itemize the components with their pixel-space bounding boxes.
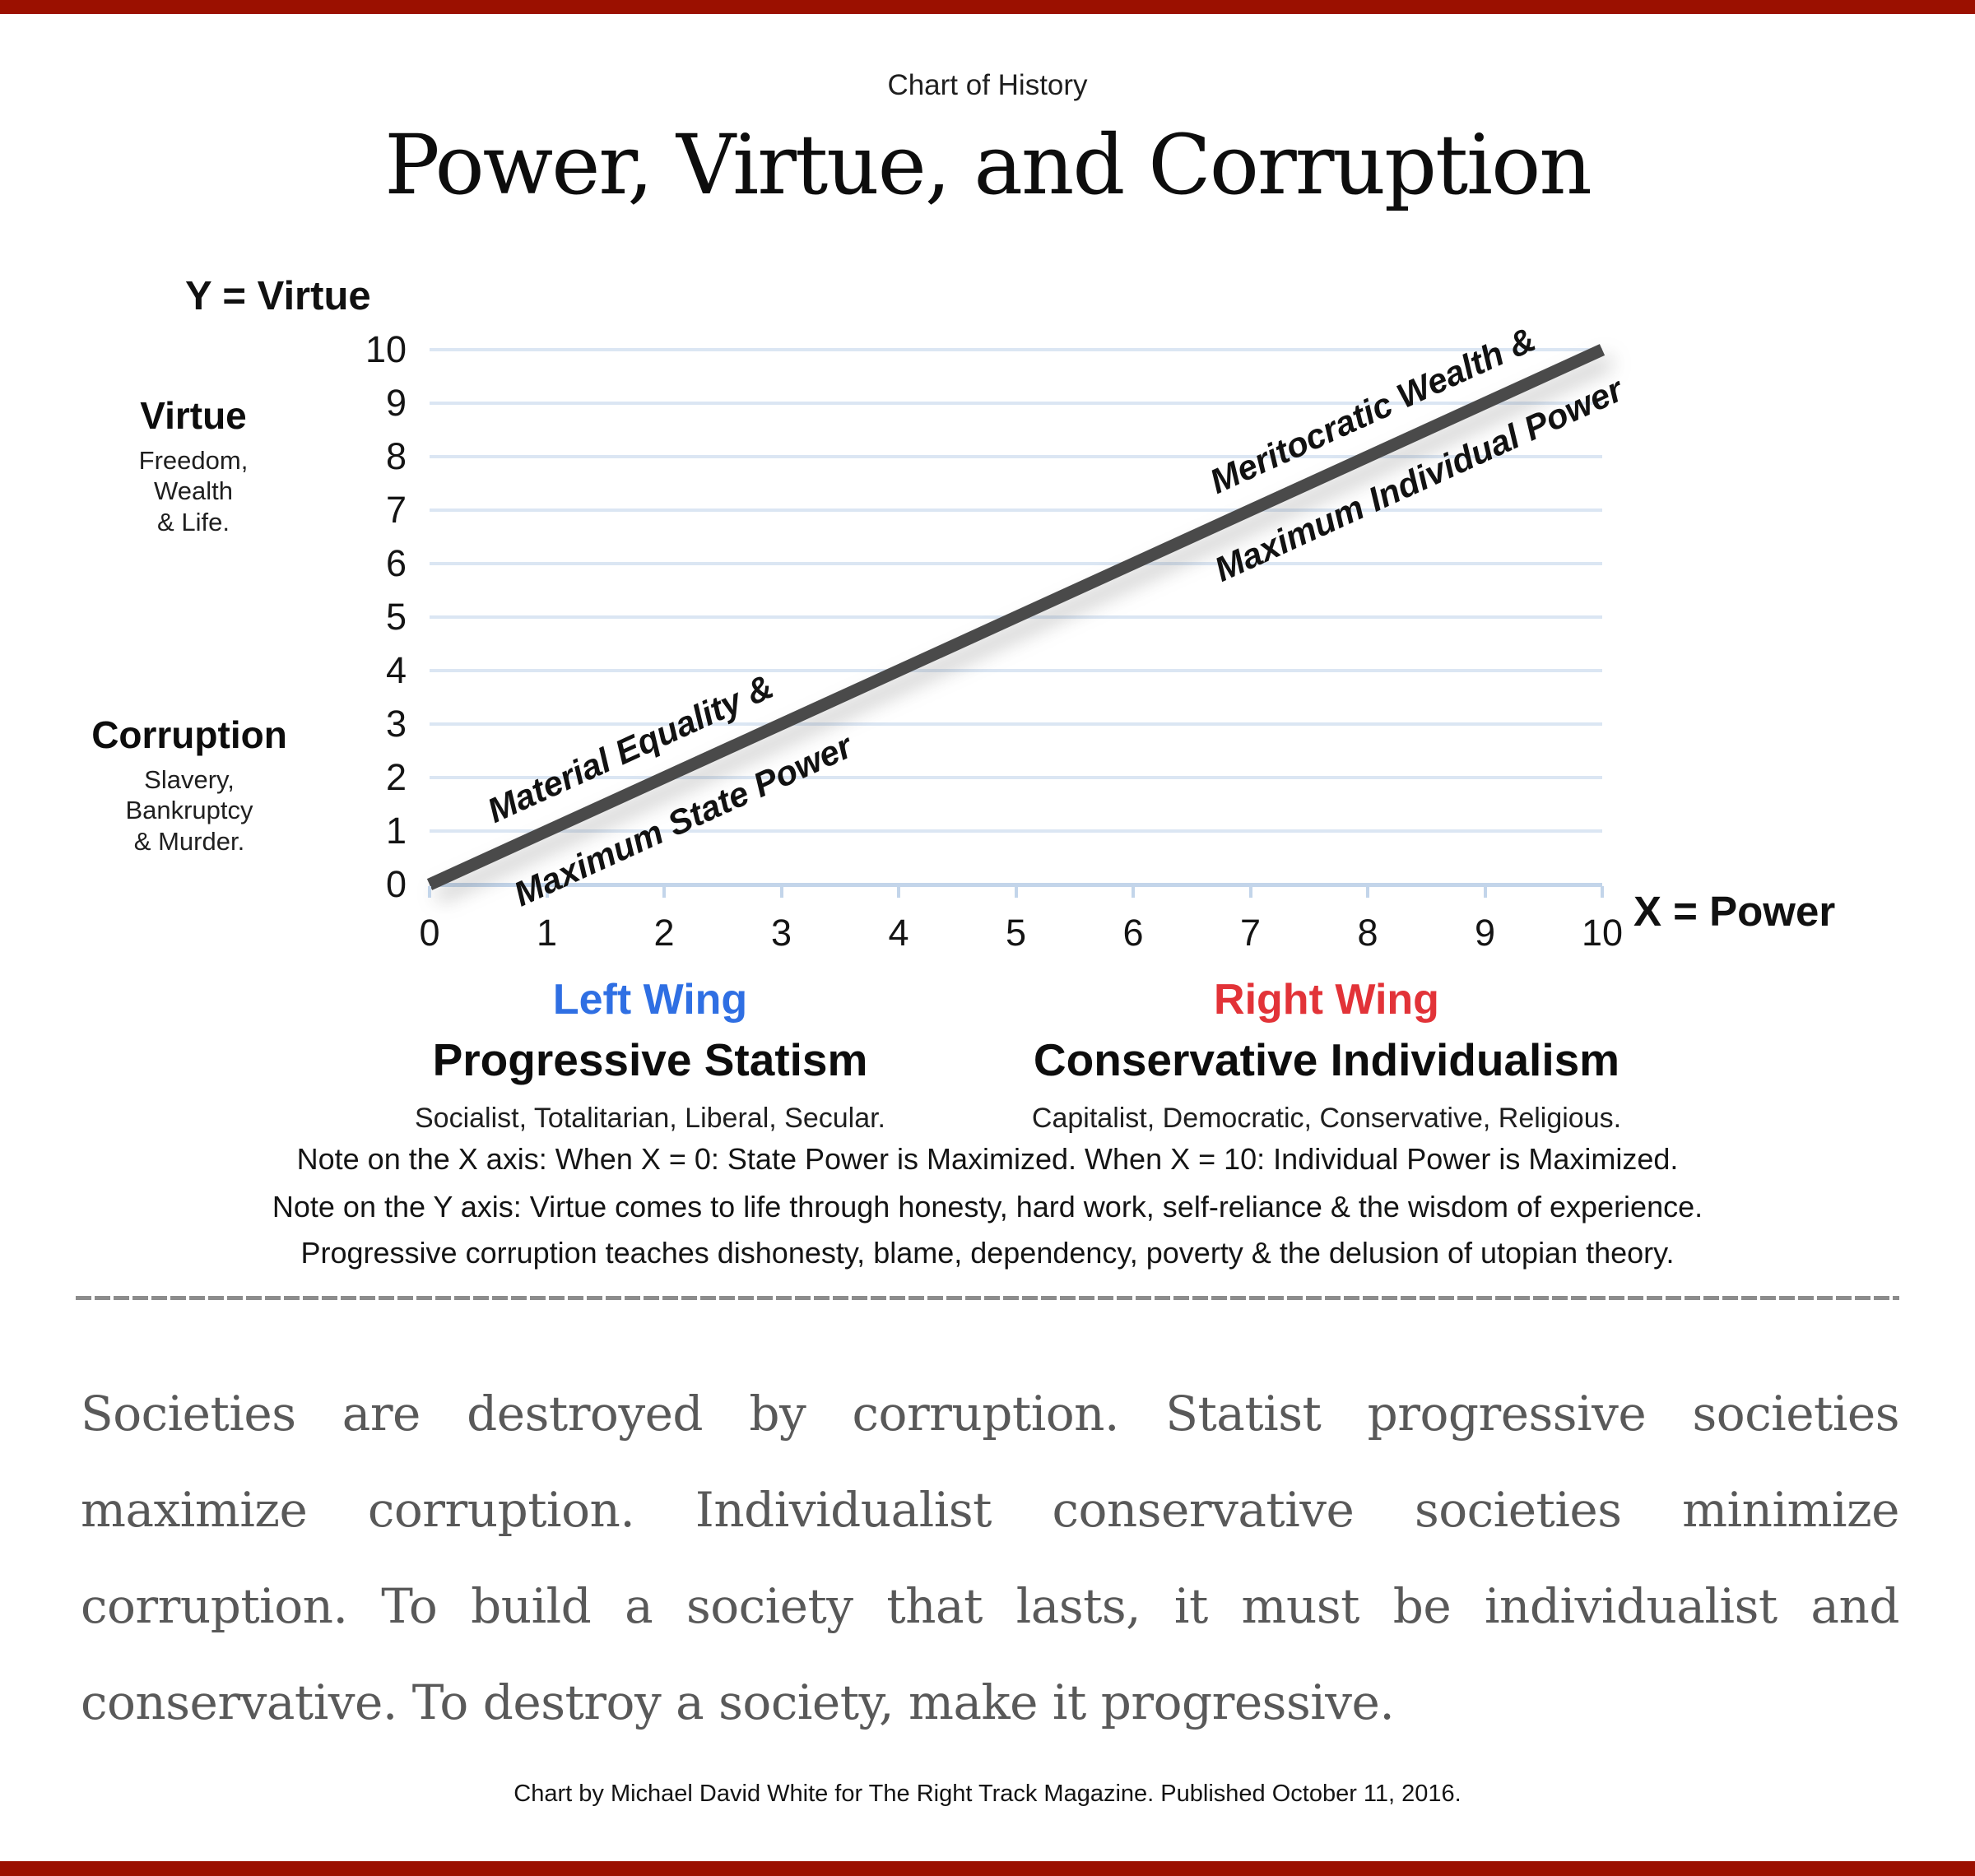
body-paragraph-line: corruption. To build a society that last… <box>81 1578 1900 1634</box>
credit-line: Chart by Michael David White for The Rig… <box>514 1781 1462 1807</box>
corruption-subtext: Slavery, Bankruptcy & Murder. <box>125 764 253 857</box>
x-tick-mark <box>662 886 666 898</box>
x-tick-mark <box>545 886 549 898</box>
chart-kicker: Chart of History <box>887 69 1088 101</box>
section-divider <box>76 1296 1899 1300</box>
gridline <box>430 402 1602 405</box>
x-tick-mark <box>897 886 900 898</box>
x-tick-label: 2 <box>653 912 675 954</box>
left-wing-subtitle: Progressive Statism <box>432 1033 868 1085</box>
y-tick-label: 7 <box>385 489 407 531</box>
y-tick-label: 4 <box>385 649 407 691</box>
left-wing-detail: Socialist, Totalitarian, Liberal, Secula… <box>414 1103 885 1135</box>
body-paragraph-line: maximize corruption. Individualist conse… <box>81 1482 1900 1538</box>
gridline <box>430 722 1602 726</box>
x-tick-label: 7 <box>1239 912 1262 954</box>
left-wing-title: Left Wing <box>552 976 748 1024</box>
x-tick-mark <box>1248 886 1252 898</box>
x-axis-baseline <box>430 883 1602 887</box>
top-border-bar <box>0 0 1975 14</box>
x-tick-label: 6 <box>1122 912 1144 954</box>
y-tick-labels: 10 9 8 7 6 5 4 3 2 1 0 <box>262 328 407 909</box>
x-tick-mark <box>1014 886 1018 898</box>
x-tick-mark <box>779 886 783 898</box>
virtue-title: Virtue <box>140 394 247 437</box>
y-tick-label: 10 <box>365 328 407 370</box>
x-tick-label: 8 <box>1357 912 1378 954</box>
trend-line-chart <box>426 344 1606 890</box>
gridline <box>430 348 1602 351</box>
x-tick-label: 3 <box>770 912 792 954</box>
right-wing-block: Right Wing Conservative Individualism Ca… <box>1006 976 1647 1135</box>
body-paragraph: Societies are destroyed by corruption. S… <box>81 1366 1900 1751</box>
note-x-axis: Note on the X axis: When X = 0: State Po… <box>296 1142 1679 1176</box>
x-tick-label: 1 <box>536 912 558 954</box>
y-axis-title: Y = Virtue <box>185 274 371 318</box>
right-wing-title: Right Wing <box>1214 976 1439 1024</box>
y-tick-label: 1 <box>385 810 407 852</box>
gridline <box>430 776 1602 779</box>
y-tick-label: 3 <box>385 703 407 745</box>
virtue-side-label: Virtue Freedom, Wealth & Life. <box>62 395 325 538</box>
x-axis-title: X = Power <box>1633 888 1836 935</box>
right-wing-detail: Capitalist, Democratic, Conservative, Re… <box>1031 1103 1622 1135</box>
y-tick-label: 2 <box>385 756 407 798</box>
x-tick-mark <box>428 886 431 898</box>
y-tick-label: 0 <box>385 863 407 905</box>
x-tick-marks <box>428 886 1604 899</box>
bottom-border-bar <box>0 1861 1975 1876</box>
note-y-axis-line2: Progressive corruption teaches dishonest… <box>300 1236 1675 1270</box>
x-tick-mark <box>1366 886 1369 898</box>
x-tick-label: 10 <box>1581 912 1624 954</box>
body-paragraph-line: conservative. To destroy a society, make… <box>81 1674 1395 1730</box>
right-wing-subtitle: Conservative Individualism <box>1033 1033 1620 1085</box>
left-wing-block: Left Wing Progressive Statism Socialist,… <box>329 976 971 1135</box>
corruption-side-label: Corruption Slavery, Bankruptcy & Murder. <box>58 714 321 857</box>
trend-line <box>426 344 1606 890</box>
x-tick-label: 0 <box>419 912 440 954</box>
gridline <box>430 562 1602 565</box>
gridline <box>430 669 1602 672</box>
y-tick-label: 5 <box>385 596 407 638</box>
gridline <box>430 508 1602 512</box>
x-tick-label: 5 <box>1005 912 1027 954</box>
body-paragraph-line: Societies are destroyed by corruption. S… <box>81 1386 1900 1442</box>
x-tick-label: 9 <box>1474 912 1496 954</box>
plot-area <box>426 344 1606 890</box>
x-tick-mark <box>1483 886 1487 898</box>
y-tick-label: 8 <box>385 435 407 477</box>
x-tick-labels: 0 1 2 3 4 5 6 7 8 9 10 <box>388 912 1643 961</box>
x-tick-label: 4 <box>888 912 909 954</box>
x-tick-mark <box>1132 886 1135 898</box>
virtue-subtext: Freedom, Wealth & Life. <box>138 445 249 537</box>
y-tick-label: 9 <box>385 382 407 424</box>
note-y-axis-line1: Note on the Y axis: Virtue comes to life… <box>272 1190 1703 1224</box>
gridline <box>430 455 1602 458</box>
x-tick-mark <box>1601 886 1604 898</box>
y-tick-label: 6 <box>385 542 407 584</box>
gridline <box>430 829 1602 833</box>
corruption-title: Corruption <box>91 713 287 756</box>
page-title: Power, Virtue, and Corruption <box>384 117 1592 213</box>
